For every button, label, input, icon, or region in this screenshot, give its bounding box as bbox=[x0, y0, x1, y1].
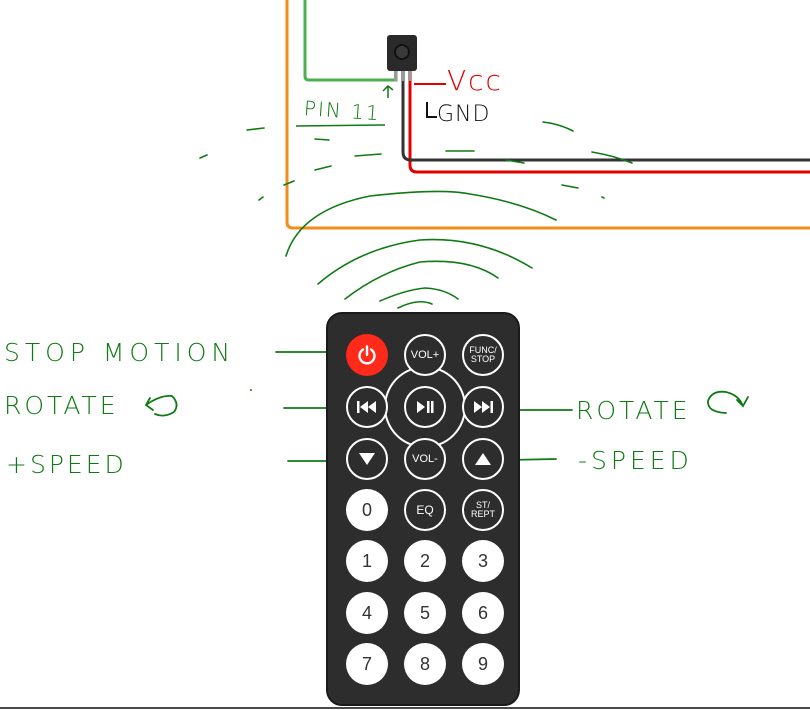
orange-board-outline bbox=[285, 0, 810, 230]
digit-8-label: 8 bbox=[419, 653, 430, 674]
digit-4-label: 4 bbox=[361, 602, 372, 623]
pin-arrow-mark bbox=[382, 84, 394, 98]
eq-button[interactable]: EQ bbox=[404, 489, 446, 531]
digit-1-button[interactable]: 1 bbox=[346, 540, 388, 582]
triangle-down-icon bbox=[359, 453, 375, 465]
red-vcc-wire bbox=[408, 70, 810, 174]
digit-2-button[interactable]: 2 bbox=[404, 540, 446, 582]
ir-remote: VOL+ FUNC/ STOP VOL- bbox=[326, 312, 520, 706]
digit-5-button[interactable]: 5 bbox=[404, 592, 446, 634]
power-button[interactable] bbox=[346, 334, 388, 376]
st-rept-label-bottom: REPT bbox=[470, 509, 495, 519]
vol-plus-button[interactable]: VOL+ bbox=[404, 334, 446, 376]
up-button[interactable] bbox=[462, 438, 504, 480]
digit-3-label: 3 bbox=[477, 550, 488, 571]
digit-1-label: 1 bbox=[361, 550, 372, 571]
pin-label-underline bbox=[295, 124, 386, 127]
black-gnd-wire bbox=[401, 70, 810, 162]
digit-3-button[interactable]: 3 bbox=[462, 540, 504, 582]
vcc-label: Vcc bbox=[447, 64, 503, 97]
play-pause-icon bbox=[417, 401, 434, 413]
st-rept-label-top: ST/ bbox=[475, 500, 490, 510]
func-stop-label-top: FUNC/ bbox=[469, 345, 497, 355]
annotation-minus-speed: -SPEED bbox=[578, 446, 693, 475]
down-button[interactable] bbox=[346, 438, 388, 480]
play-pause-button[interactable] bbox=[404, 386, 446, 428]
skip-back-icon bbox=[357, 401, 376, 413]
skip-forward-icon bbox=[474, 401, 493, 413]
bottom-divider bbox=[0, 707, 810, 709]
skip-back-button[interactable] bbox=[346, 386, 388, 428]
digit-6-label: 6 bbox=[477, 602, 488, 623]
gnd-leader bbox=[426, 102, 437, 118]
digit-9-label: 9 bbox=[477, 653, 488, 674]
vol-minus-button[interactable]: VOL- bbox=[404, 438, 446, 480]
annotation-rotate-right: ROTATE bbox=[576, 396, 691, 425]
st-rept-button[interactable]: ST/ REPT bbox=[462, 489, 504, 531]
ir-receiver-sensor bbox=[387, 35, 417, 81]
rotate-ccw-icon bbox=[144, 395, 178, 417]
ir-signal-waves bbox=[199, 121, 633, 309]
digit-9-button[interactable]: 9 bbox=[462, 643, 504, 685]
green-signal-wire bbox=[303, 0, 398, 82]
digit-0-label: 0 bbox=[361, 499, 372, 520]
vol-plus-label: VOL+ bbox=[410, 348, 440, 361]
skip-forward-button[interactable] bbox=[462, 386, 504, 428]
digit-4-button[interactable]: 4 bbox=[346, 592, 388, 634]
func-stop-button[interactable]: FUNC/ STOP bbox=[462, 334, 504, 376]
triangle-up-icon bbox=[475, 453, 491, 465]
annotation-plus-speed: +SPEED bbox=[6, 450, 127, 479]
digit-2-label: 2 bbox=[419, 550, 430, 571]
digit-6-button[interactable]: 6 bbox=[462, 592, 504, 634]
func-stop-label-bottom: STOP bbox=[470, 354, 496, 364]
digit-0-button[interactable]: 0 bbox=[346, 489, 388, 531]
digit-8-button[interactable]: 8 bbox=[404, 643, 446, 685]
vol-minus-label: VOL- bbox=[412, 452, 438, 465]
digit-7-label: 7 bbox=[361, 653, 372, 674]
eq-label: EQ bbox=[416, 502, 434, 517]
annotation-stop-motion: STOP MOTION bbox=[4, 338, 236, 367]
rotate-cw-icon bbox=[707, 390, 749, 414]
annotation-rotate-left: ROTATE bbox=[4, 391, 119, 420]
digit-7-button[interactable]: 7 bbox=[346, 643, 388, 685]
gnd-label: GND bbox=[437, 102, 491, 127]
digit-5-label: 5 bbox=[419, 602, 430, 623]
power-icon bbox=[358, 345, 376, 365]
